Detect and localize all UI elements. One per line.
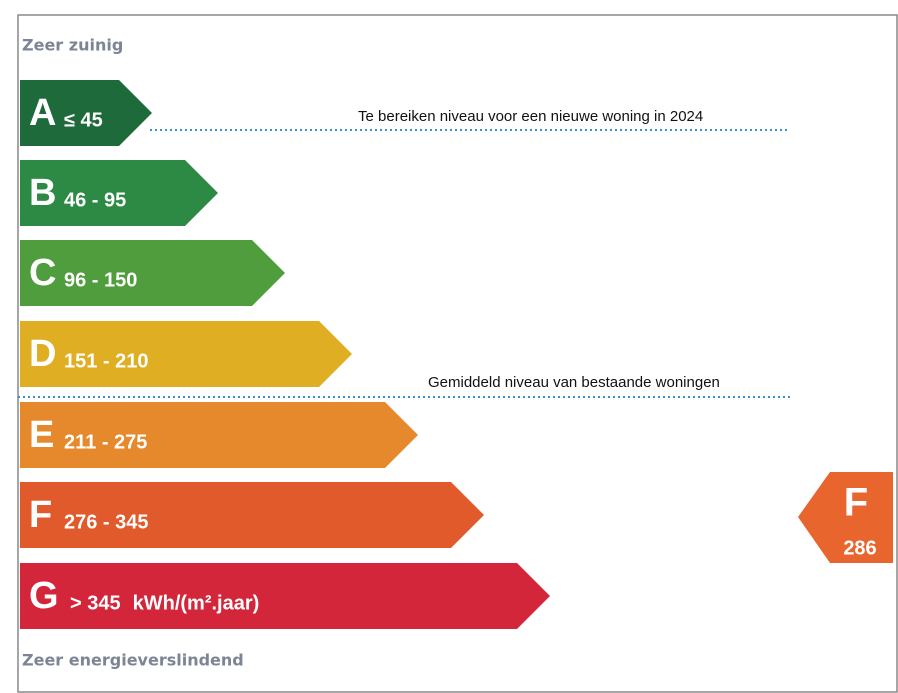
class-letter: A xyxy=(29,92,56,134)
indicator-value: 286 xyxy=(843,537,876,559)
bottom-label: Zeer energieverslindend xyxy=(22,651,244,670)
class-bar xyxy=(20,482,484,548)
annotation: Gemiddeld niveau van bestaande woningen xyxy=(428,374,720,391)
top-label: Zeer zuinig xyxy=(22,36,123,55)
class-bar xyxy=(20,321,352,387)
class-range: 96 - 150 xyxy=(64,269,137,291)
indicator-letter: F xyxy=(844,481,868,525)
class-letter: D xyxy=(29,333,56,375)
class-letter: B xyxy=(29,172,56,214)
class-range: ≤ 45 xyxy=(64,109,103,131)
class-range: 276 - 345 xyxy=(64,511,149,533)
class-letter: F xyxy=(29,494,52,536)
class-bar xyxy=(20,402,418,468)
class-range: 151 - 210 xyxy=(64,350,149,372)
class-bar xyxy=(20,240,285,306)
class-range: 211 - 275 xyxy=(64,431,147,453)
class-unit: kWh/(m².jaar) xyxy=(133,592,260,614)
class-letter: G xyxy=(29,575,59,617)
class-range: 46 - 95 xyxy=(64,189,126,211)
class-letter: E xyxy=(29,414,54,456)
annotation: Te bereiken niveau voor een nieuwe wonin… xyxy=(358,108,703,125)
indicator-arrow xyxy=(798,472,893,563)
class-letter: C xyxy=(29,252,56,294)
class-bar xyxy=(20,160,218,226)
class-bar xyxy=(20,80,152,146)
class-range: > 345 xyxy=(70,592,121,614)
class-bar xyxy=(20,563,550,629)
